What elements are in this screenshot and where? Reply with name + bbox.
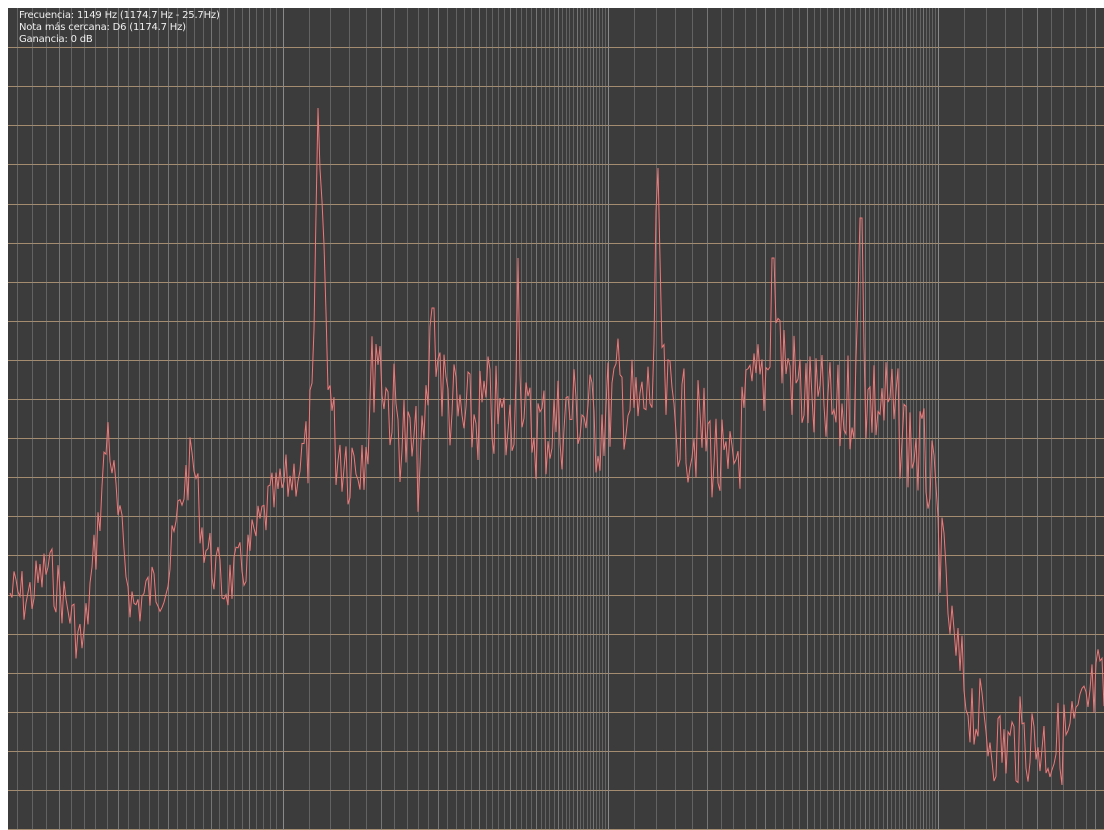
spectrum-line [9,107,1104,786]
spectrum-plot-svg [8,8,1104,830]
nearest-note-readout: Nota más cercana: D6 (1174.7 Hz) [19,22,186,33]
frequency-readout: Frecuencia: 1149 Hz (1174.7 Hz - 25.7Hz) [19,10,220,21]
spectrum-analyzer-plot[interactable]: Frecuencia: 1149 Hz (1174.7 Hz - 25.7Hz)… [8,8,1104,830]
gain-readout: Ganancia: 0 dB [19,34,93,45]
horizontal-grid-lines [8,47,1104,830]
